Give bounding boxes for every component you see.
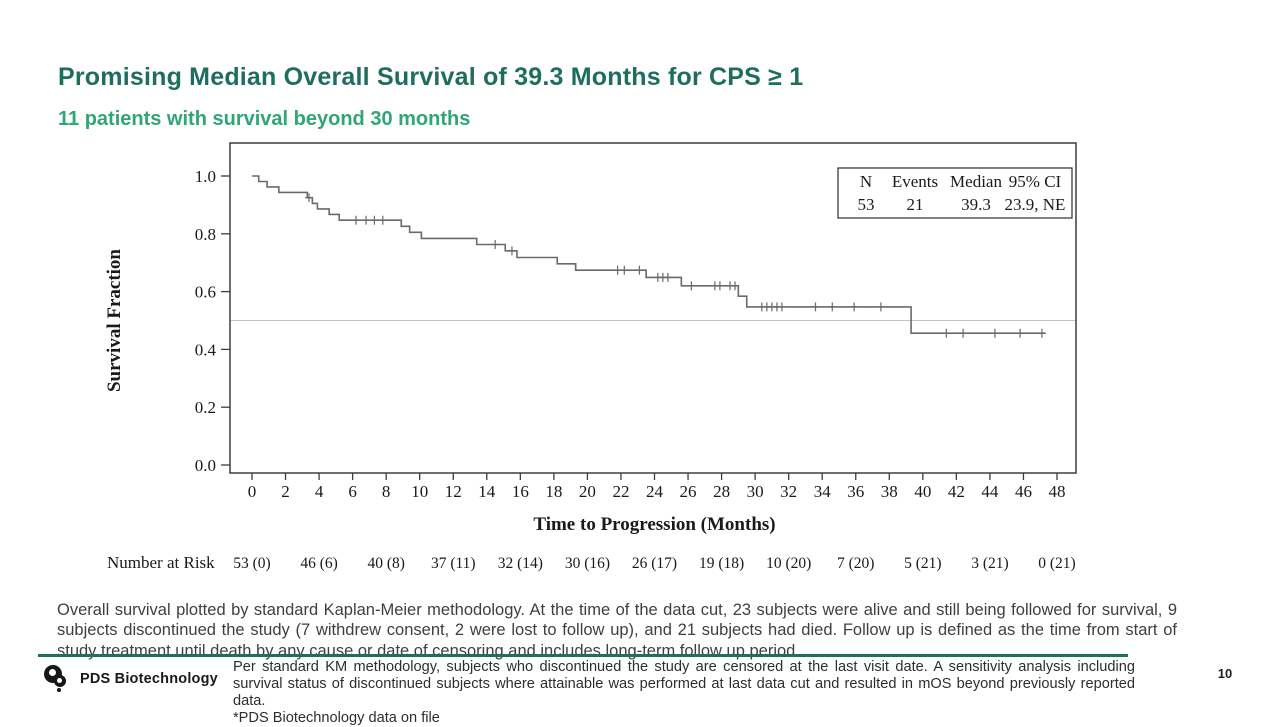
svg-text:0: 0 [248, 482, 257, 501]
svg-text:0.8: 0.8 [195, 225, 216, 244]
svg-text:0.4: 0.4 [195, 340, 217, 359]
svg-text:Survival Fraction: Survival Fraction [104, 249, 125, 392]
svg-text:30: 30 [747, 482, 764, 501]
svg-text:40 (8): 40 (8) [367, 555, 404, 572]
svg-text:0.2: 0.2 [195, 398, 216, 417]
svg-text:10: 10 [411, 482, 428, 501]
svg-text:30 (16): 30 (16) [565, 555, 610, 572]
svg-text:40: 40 [914, 482, 931, 501]
svg-text:23.9, NE: 23.9, NE [1005, 195, 1066, 214]
svg-text:39.3: 39.3 [961, 195, 991, 214]
svg-text:53: 53 [858, 195, 875, 214]
svg-text:Events: Events [892, 172, 938, 191]
svg-text:Number at Risk: Number at Risk [107, 553, 215, 572]
footer-note: Per standard KM methodology, subjects wh… [233, 659, 1135, 726]
svg-text:19 (18): 19 (18) [699, 555, 744, 572]
pds-logo-text: PDS Biotechnology [80, 671, 218, 687]
page-number: 10 [1217, 666, 1233, 681]
svg-text:12: 12 [445, 482, 462, 501]
svg-text:7 (20): 7 (20) [837, 555, 874, 572]
svg-text:48: 48 [1049, 482, 1066, 501]
svg-text:28: 28 [713, 482, 730, 501]
svg-text:0 (21): 0 (21) [1038, 555, 1075, 572]
body-note: Overall survival plotted by standard Kap… [57, 600, 1177, 660]
svg-text:26: 26 [680, 482, 697, 501]
svg-text:Median: Median [950, 172, 1002, 191]
svg-text:42: 42 [948, 482, 965, 501]
svg-text:24: 24 [646, 482, 664, 501]
svg-text:5 (21): 5 (21) [904, 555, 941, 572]
svg-text:4: 4 [315, 482, 324, 501]
svg-text:32 (14): 32 (14) [498, 555, 543, 572]
slide-subtitle: 11 patients with survival beyond 30 mont… [58, 107, 471, 130]
svg-text:2: 2 [281, 482, 290, 501]
svg-text:36: 36 [847, 482, 864, 501]
svg-text:Time to Progression (Months): Time to Progression (Months) [533, 514, 775, 535]
svg-text:26 (17): 26 (17) [632, 555, 677, 572]
svg-text:8: 8 [382, 482, 391, 501]
svg-text:18: 18 [545, 482, 562, 501]
svg-text:21: 21 [907, 195, 924, 214]
svg-text:6: 6 [348, 482, 357, 501]
footer-divider [38, 654, 1128, 657]
svg-text:95% CI: 95% CI [1009, 172, 1062, 191]
svg-text:N: N [860, 172, 872, 191]
svg-text:10 (20): 10 (20) [766, 555, 811, 572]
svg-text:3 (21): 3 (21) [971, 555, 1008, 572]
svg-text:22: 22 [612, 482, 629, 501]
svg-text:16: 16 [512, 482, 529, 501]
svg-text:46 (6): 46 (6) [300, 555, 337, 572]
svg-text:38: 38 [881, 482, 898, 501]
svg-text:0.0: 0.0 [195, 456, 216, 475]
slide-title: Promising Median Overall Survival of 39.… [58, 62, 804, 91]
svg-text:44: 44 [981, 482, 999, 501]
svg-text:32: 32 [780, 482, 797, 501]
svg-text:37 (11): 37 (11) [431, 555, 476, 572]
svg-text:20: 20 [579, 482, 596, 501]
pds-logo-icon [44, 664, 76, 694]
svg-text:1.0: 1.0 [195, 167, 216, 186]
svg-text:0.6: 0.6 [195, 283, 216, 302]
svg-text:14: 14 [478, 482, 496, 501]
svg-text:53 (0): 53 (0) [233, 555, 270, 572]
km-survival-chart: 0.0 0.2 0.4 0.6 0.8 1.0 Survival Fraction 0 2 4 6 8… [0, 140, 1280, 585]
svg-text:46: 46 [1015, 482, 1032, 501]
svg-text:34: 34 [814, 482, 832, 501]
